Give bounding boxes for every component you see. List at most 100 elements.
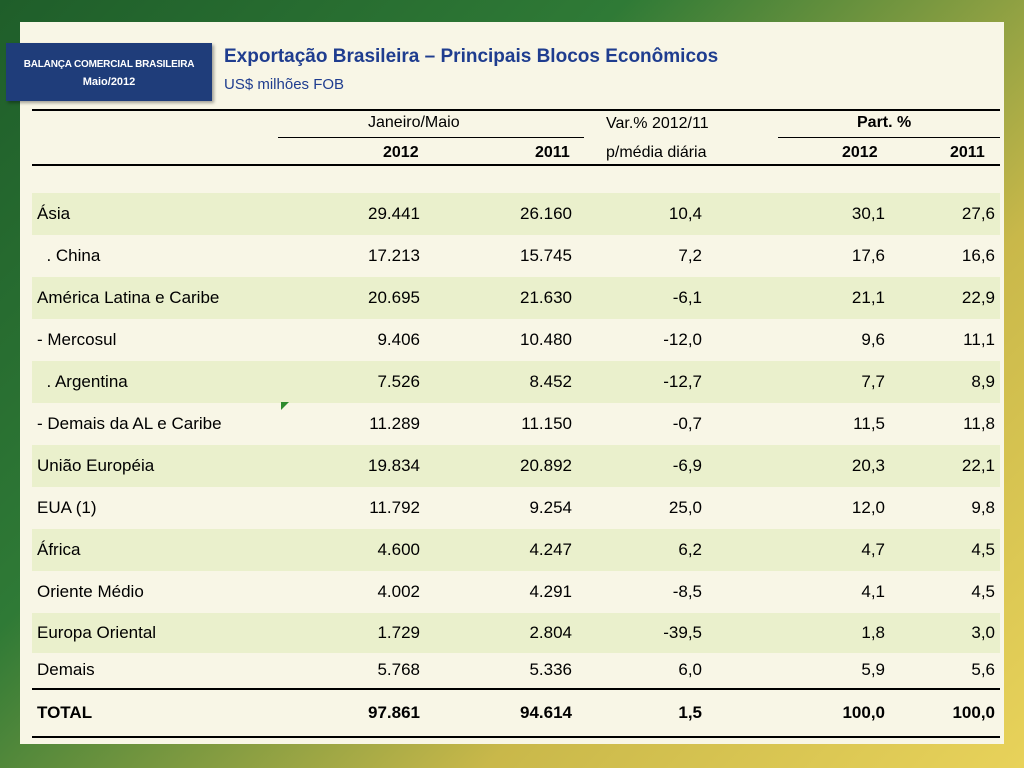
cell-part-2011: 27,6 [961, 204, 995, 223]
cell-2012: 17.213 [368, 246, 420, 265]
header-year-2011: 2011 [535, 144, 570, 161]
cell-2011: 4.291 [529, 582, 572, 601]
table-row: EUA (1) 11.792 9.254 25,0 12,0 9,8 [32, 487, 1000, 529]
header-var-line1: Var.% 2012/11 [606, 115, 709, 132]
cell-2011: 21.630 [520, 288, 572, 307]
cell-2011: 8.452 [529, 372, 572, 391]
cell-2011: 15.745 [520, 246, 572, 265]
header-bottom-rule [32, 164, 1000, 166]
cell-part-2011: 4,5 [971, 582, 995, 601]
cell-2012: 5.768 [377, 660, 420, 679]
row-label: . China [37, 246, 101, 265]
cell-part-2012: 4,7 [861, 540, 885, 559]
cell-part-2011: 3,0 [971, 623, 995, 642]
header-period: Janeiro/Maio [368, 114, 460, 131]
cell-part-2011: 5,6 [971, 660, 995, 679]
row-label: América Latina e Caribe [37, 288, 220, 307]
total-top-rule [32, 688, 1000, 690]
table-bottom-rule [32, 736, 1000, 738]
row-label: - Demais da AL e Caribe [37, 414, 222, 433]
cell-2011: 9.254 [529, 498, 572, 517]
cell-2012: 4.600 [377, 540, 420, 559]
cell-part-2011: 22,1 [961, 456, 995, 475]
cell-2011: 26.160 [520, 204, 572, 223]
cell-var: 10,4 [668, 204, 702, 223]
total-label: TOTAL [37, 703, 93, 722]
cell-2011: 5.336 [529, 660, 572, 679]
cell-part-2012: 7,7 [861, 372, 885, 391]
cell-2012: 4.002 [377, 582, 420, 601]
cell-var: 6,2 [678, 540, 702, 559]
cell-2012: 29.441 [368, 204, 420, 223]
cell-2012: 11.792 [369, 498, 420, 517]
total-part-2012: 100,0 [842, 703, 885, 722]
total-2011: 94.614 [520, 703, 572, 722]
cell-part-2012: 20,3 [851, 456, 885, 475]
green-corner-marker [281, 402, 289, 410]
table-row: . China 17.213 15.745 7,2 17,6 16,6 [32, 235, 1000, 277]
cell-var: -0,7 [672, 414, 702, 433]
cell-2012: 11.289 [369, 414, 420, 433]
table-row: União Européia 19.834 20.892 -6,9 20,3 22,1 [32, 445, 1000, 487]
cell-2011: 2.804 [529, 623, 572, 642]
table-row: Ásia 29.441 26.160 10,4 30,1 27,6 [32, 193, 1000, 235]
cell-part-2012: 11,5 [853, 414, 885, 433]
cell-part-2012: 12,0 [851, 498, 885, 517]
table-row: Oriente Médio 4.002 4.291 -8,5 4,1 4,5 [32, 571, 1000, 613]
row-label: EUA (1) [37, 498, 97, 517]
cell-var: -12,0 [663, 330, 702, 349]
table-row: - Mercosul 9.406 10.480 -12,0 9,6 11,1 [32, 319, 1000, 361]
cell-2012: 7.526 [377, 372, 420, 391]
cell-var: 7,2 [678, 246, 702, 265]
header-part-2011: 2011 [950, 144, 985, 161]
cell-part-2012: 4,1 [861, 582, 885, 601]
cell-2012: 1.729 [377, 623, 420, 642]
cell-part-2012: 5,9 [861, 660, 885, 679]
total-part-2011: 100,0 [952, 703, 995, 722]
table-top-rule [32, 109, 1000, 111]
badge-title: BALANÇA COMERCIAL BRASILEIRA [23, 59, 195, 70]
cell-part-2011: 11,1 [963, 330, 995, 349]
cell-var: -12,7 [663, 372, 702, 391]
cell-part-2011: 16,6 [961, 246, 995, 265]
cell-var: -6,1 [672, 288, 702, 307]
row-label: África [37, 540, 81, 559]
row-label: Ásia [37, 204, 71, 223]
cell-var: -39,5 [663, 623, 702, 642]
table-row: África 4.600 4.247 6,2 4,7 4,5 [32, 529, 1000, 571]
cell-2012: 19.834 [368, 456, 420, 475]
cell-2011: 11.150 [521, 414, 572, 433]
cell-2011: 10.480 [520, 330, 572, 349]
total-row: TOTAL 97.861 94.614 1,5 100,0 100,0 [32, 692, 1000, 734]
header-part: Part. % [857, 114, 912, 131]
row-label: Demais [37, 660, 95, 679]
header-year-2012: 2012 [383, 144, 419, 161]
table-row: . Argentina 7.526 8.452 -12,7 7,7 8,9 [32, 361, 1000, 403]
row-label: União Européia [37, 456, 155, 475]
cell-2012: 9.406 [377, 330, 420, 349]
page-subtitle: US$ milhões FOB [224, 76, 345, 93]
part-rule [778, 137, 1000, 138]
cell-part-2012: 1,8 [861, 623, 885, 642]
cell-var: -6,9 [672, 456, 702, 475]
row-label: . Argentina [37, 372, 128, 391]
cell-part-2011: 8,9 [971, 372, 995, 391]
cell-2011: 20.892 [520, 456, 572, 475]
cell-part-2011: 9,8 [971, 498, 995, 517]
period-rule [278, 137, 584, 138]
cell-part-2012: 17,6 [851, 246, 885, 265]
header-part-2012: 2012 [842, 144, 878, 161]
badge-date: Maio/2012 [82, 76, 136, 88]
row-label: Europa Oriental [37, 623, 157, 642]
row-label: Oriente Médio [37, 582, 144, 601]
page-title: Exportação Brasileira – Principais Bloco… [224, 46, 719, 67]
header-var-line2: p/média diária [606, 144, 707, 161]
cell-part-2011: 4,5 [971, 540, 995, 559]
cell-part-2011: 11,8 [963, 414, 995, 433]
table-row: - Demais da AL e Caribe 11.289 11.150 -0,7 1… [32, 403, 1000, 445]
cell-2011: 4.247 [529, 540, 572, 559]
total-2012: 97.861 [368, 703, 420, 722]
row-label: - Mercosul [37, 330, 117, 349]
table-row: América Latina e Caribe 20.695 21.630 -6,1 2… [32, 277, 1000, 319]
cell-part-2012: 9,6 [861, 330, 885, 349]
